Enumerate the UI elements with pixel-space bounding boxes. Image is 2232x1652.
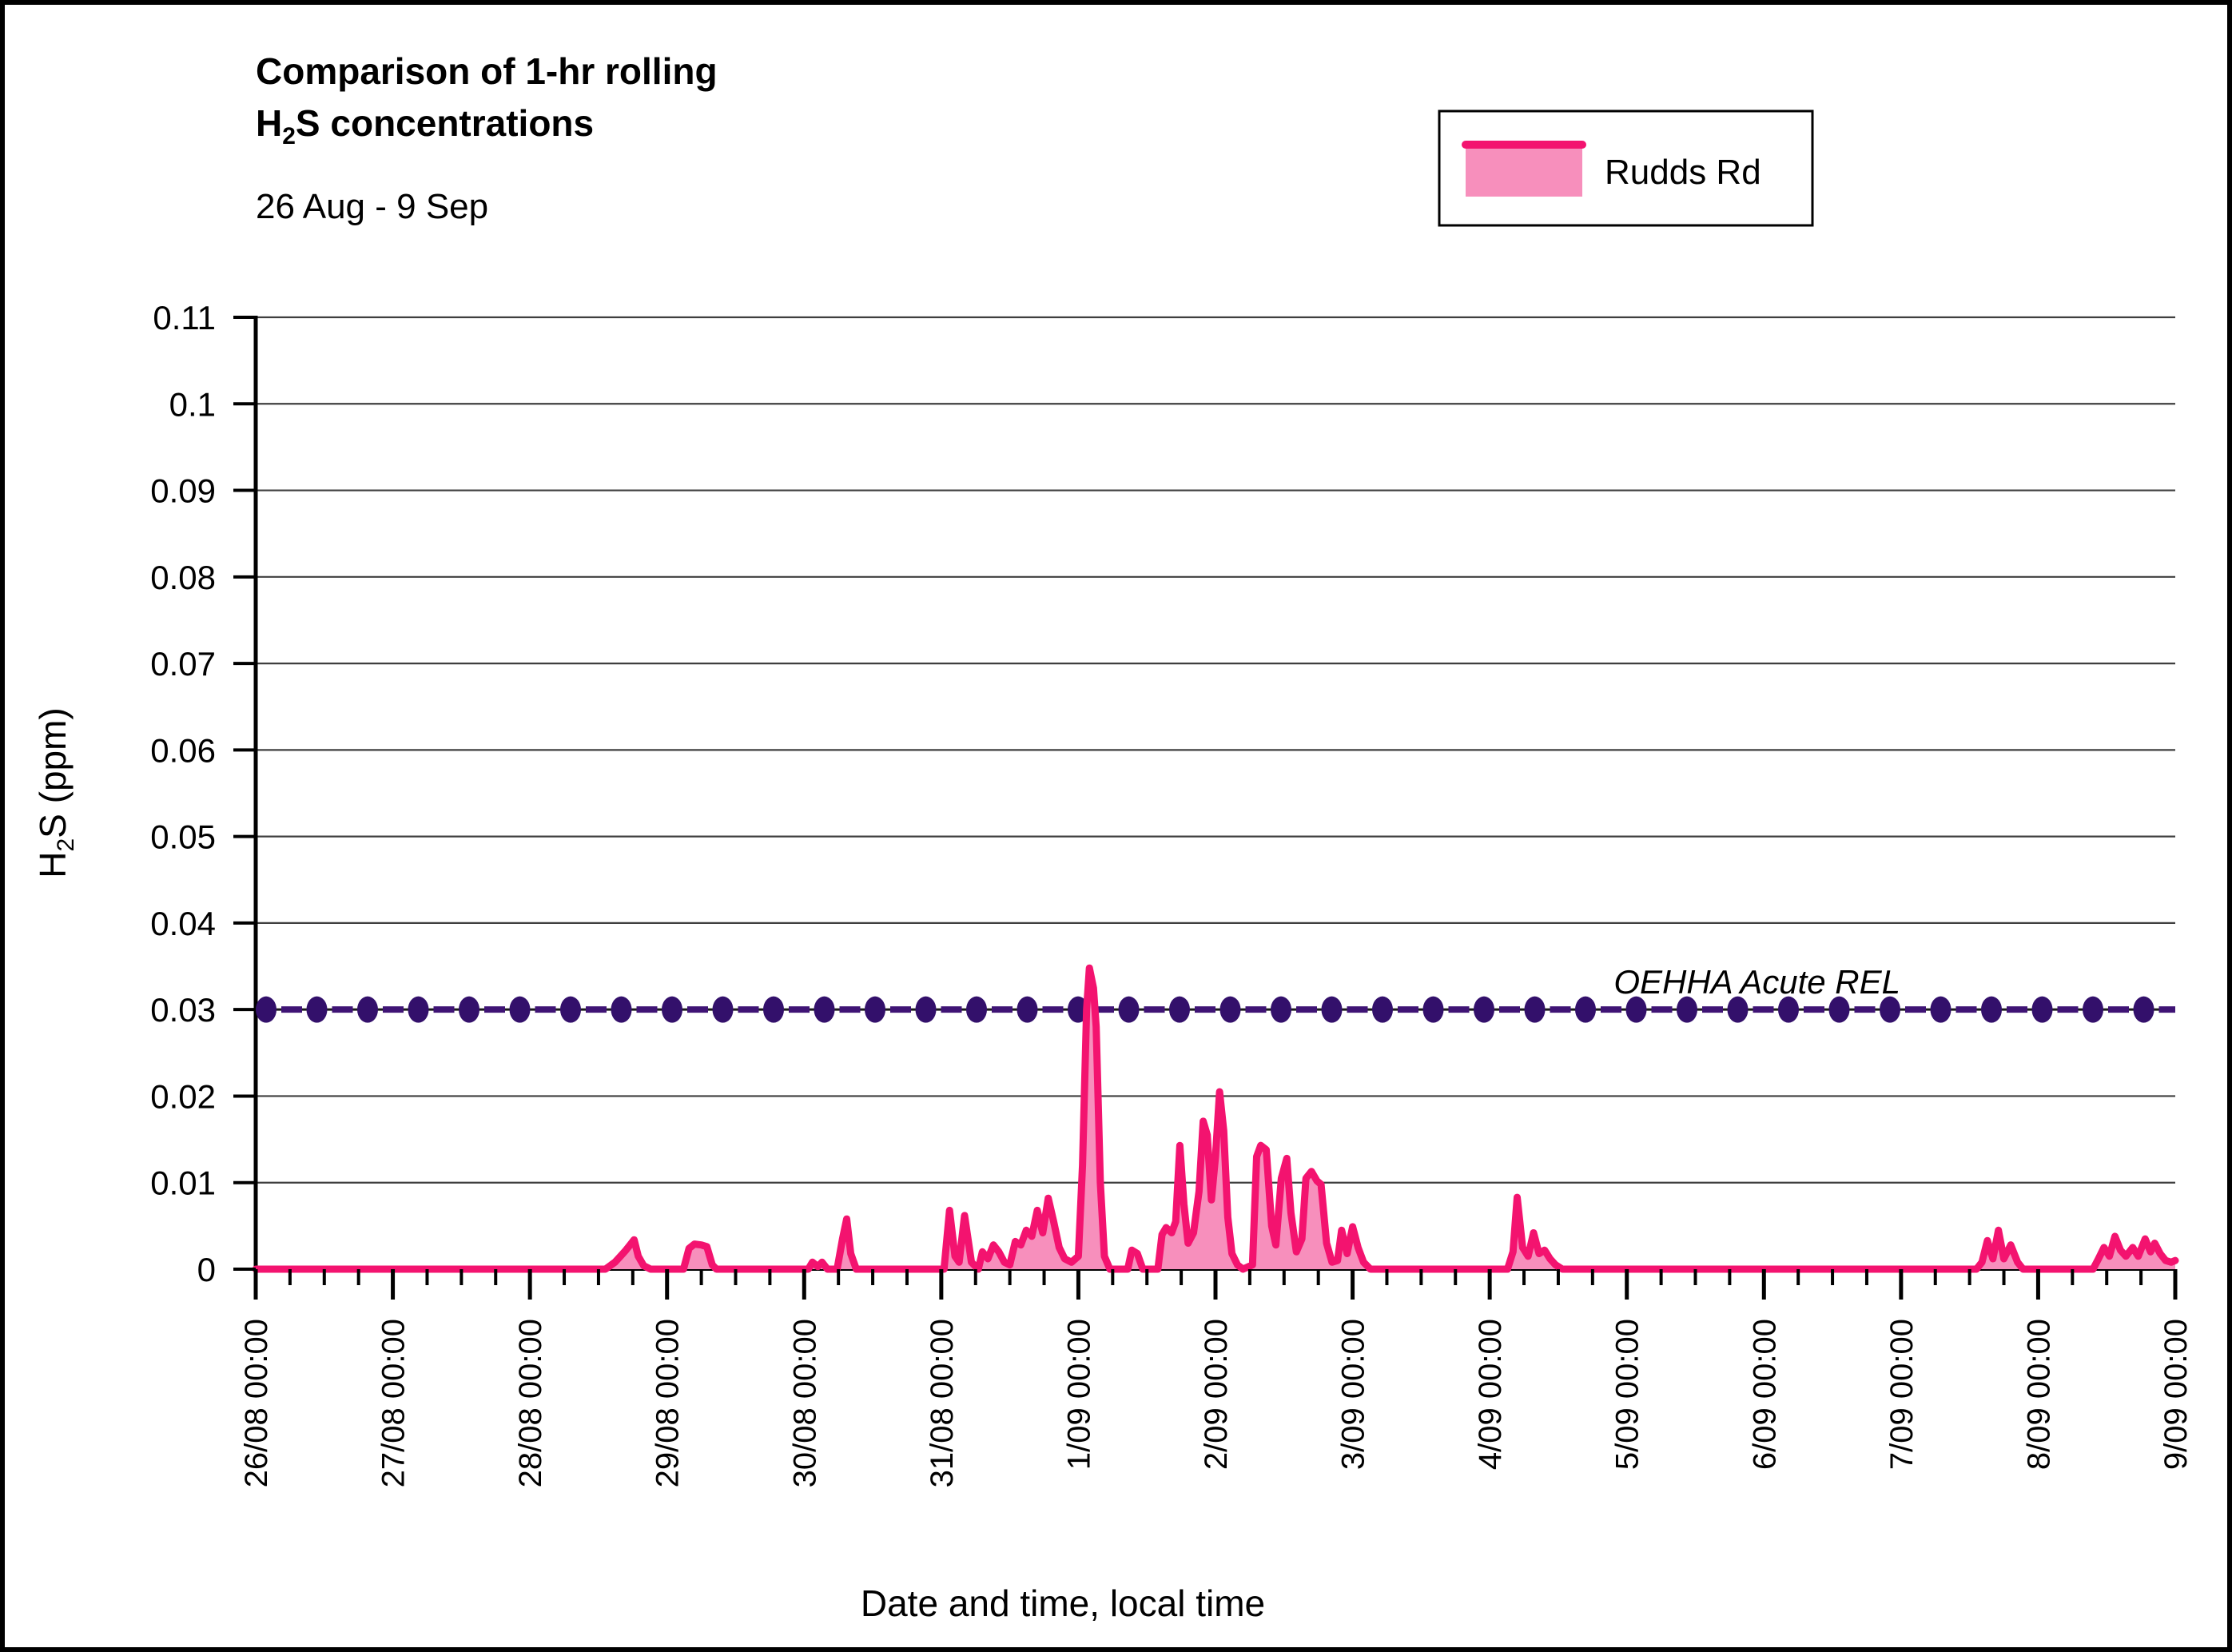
legend: Rudds Rd — [1438, 109, 1814, 227]
series-line — [252, 964, 2179, 1273]
x-tick-label: 31/08 00:00 — [925, 1319, 960, 1487]
rel-dot — [1778, 996, 1799, 1023]
x-tick-label: 30/08 00:00 — [787, 1319, 822, 1487]
y-tick-label: 0.05 — [150, 818, 216, 856]
rel-dot — [2031, 996, 2053, 1023]
x-tick-label: 26/08 00:00 — [239, 1319, 274, 1487]
rel-dot — [1017, 996, 1038, 1023]
rel-dot — [357, 996, 378, 1023]
y-tick-label: 0.07 — [150, 645, 216, 683]
x-tick-label: 1/09 00:00 — [1061, 1319, 1096, 1470]
rel-dot — [1321, 996, 1343, 1023]
rel-dot — [1981, 996, 2002, 1023]
y-tick-label: 0.08 — [150, 559, 216, 596]
rel-dot — [1372, 996, 1393, 1023]
rel-dot — [1524, 996, 1546, 1023]
rel-dot — [763, 996, 784, 1023]
rel-dot — [1169, 996, 1190, 1023]
y-tick-label: 0.01 — [150, 1164, 216, 1202]
y-tick-label: 0.02 — [150, 1077, 216, 1115]
rel-dot — [915, 996, 937, 1023]
x-tick-label: 27/08 00:00 — [376, 1319, 412, 1487]
y-tick-label: 0.04 — [150, 905, 216, 942]
rel-dot — [1219, 996, 1241, 1023]
rel-dot — [1625, 996, 1647, 1023]
series-rudds-rd — [252, 964, 2179, 1273]
chart-title-line1: Comparison of 1-hr rolling — [256, 50, 718, 92]
y-tick-label: 0.1 — [169, 385, 216, 423]
rel-dot — [1575, 996, 1596, 1023]
y-tick-label: 0.03 — [150, 991, 216, 1029]
legend-swatch-fill — [1466, 144, 1582, 197]
rel-dot — [306, 996, 328, 1023]
rel-dot — [1677, 996, 1697, 1023]
rel-dot — [966, 996, 987, 1023]
rel-dot — [408, 996, 429, 1023]
rel-dot — [560, 996, 581, 1023]
rel-dot — [1271, 996, 1291, 1023]
x-tick-label: 3/09 00:00 — [1336, 1319, 1371, 1470]
rel-dot — [1880, 996, 1900, 1023]
legend-label: Rudds Rd — [1605, 153, 1761, 192]
x-axis-title: Date and time, local time — [861, 1582, 1265, 1624]
rel-dot — [662, 996, 682, 1023]
x-tick-label: 5/09 00:00 — [1610, 1319, 1645, 1470]
y-tick-label: 0.09 — [150, 472, 216, 510]
chart-title-line2: H2S concentrations — [256, 102, 594, 149]
y-axis-title: H2S (ppm) — [32, 707, 79, 878]
rel-dot — [712, 996, 734, 1023]
rel-dot — [814, 996, 835, 1023]
rel-dot — [1474, 996, 1494, 1023]
chart-subtitle: 26 Aug - 9 Sep — [256, 187, 488, 226]
tick-labels: 0.11 0.1 0.09 0.08 0.07 0.06 0.05 0.04 0.03 0.02 0… — [150, 299, 2194, 1487]
x-tick-label: 28/08 00:00 — [513, 1319, 548, 1487]
x-tick-label: 7/09 00:00 — [1884, 1319, 1920, 1470]
x-tick-label: 9/09 00:00 — [2158, 1319, 2194, 1470]
rel-dot — [1422, 996, 1444, 1023]
x-tick-label: 29/08 00:00 — [651, 1319, 686, 1487]
rel-dot — [256, 996, 277, 1023]
rel-dot — [865, 996, 885, 1023]
rel-dot — [1727, 996, 1749, 1023]
y-tick-label: 0.11 — [153, 299, 216, 336]
rel-dot — [1118, 996, 1140, 1023]
x-tick-label: 6/09 00:00 — [1747, 1319, 1782, 1470]
rel-dot — [1828, 996, 1850, 1023]
x-tick-label: 2/09 00:00 — [1199, 1319, 1234, 1470]
rel-dot — [611, 996, 632, 1023]
rel-dot — [2133, 996, 2154, 1023]
tick-marks — [233, 316, 2178, 1300]
rel-label: OEHHA Acute REL — [1613, 963, 1900, 1001]
rel-dot — [509, 996, 531, 1023]
rel-dot — [1930, 996, 1952, 1023]
series-area — [256, 968, 2175, 1269]
rel-dot — [459, 996, 479, 1023]
x-tick-label: 8/09 00:00 — [2021, 1319, 2056, 1470]
rel-dot — [2083, 996, 2103, 1023]
y-tick-label: 0.06 — [150, 731, 216, 769]
reference-line-oehha — [256, 996, 2175, 1023]
y-tick-label: 0 — [197, 1251, 216, 1288]
x-tick-label: 4/09 00:00 — [1473, 1319, 1508, 1470]
